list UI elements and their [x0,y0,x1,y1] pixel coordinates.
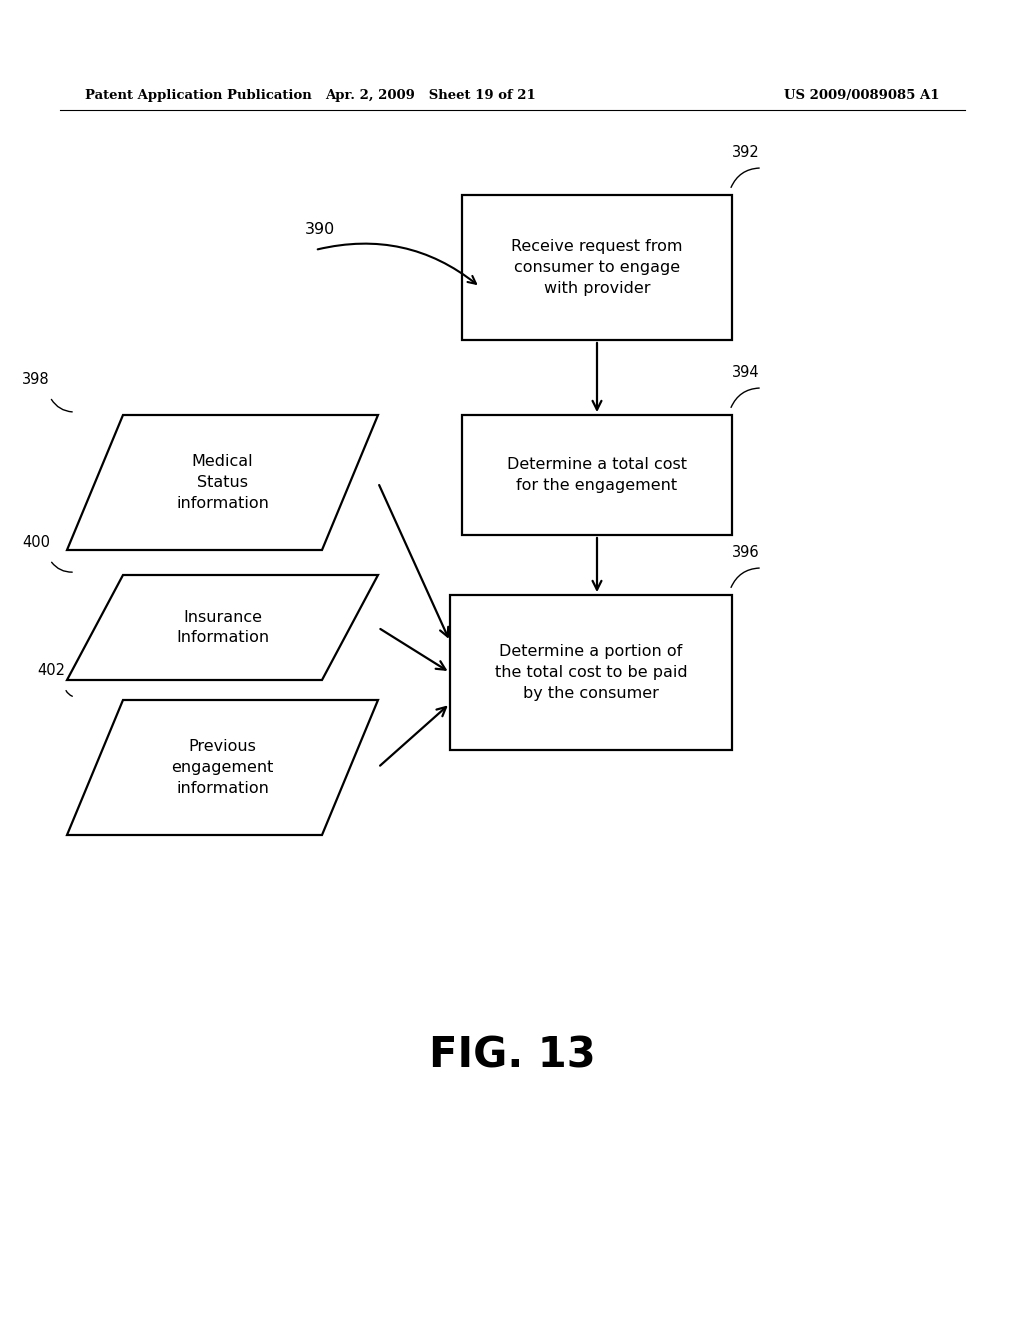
Text: 390: 390 [305,222,335,238]
Text: 400: 400 [22,535,50,550]
Text: 402: 402 [37,663,65,678]
Text: Determine a total cost
for the engagement: Determine a total cost for the engagemen… [507,457,687,492]
Text: Patent Application Publication: Patent Application Publication [85,88,311,102]
Polygon shape [67,576,378,680]
Bar [462,414,732,535]
Text: 394: 394 [732,366,760,380]
Text: Receive request from
consumer to engage
with provider: Receive request from consumer to engage … [511,239,683,296]
Bar [450,595,732,750]
Text: Medical
Status
information: Medical Status information [176,454,269,511]
Text: Insurance
Information: Insurance Information [176,610,269,645]
Text: US 2009/0089085 A1: US 2009/0089085 A1 [784,88,940,102]
Text: FIG. 13: FIG. 13 [429,1034,595,1076]
Text: Determine a portion of
the total cost to be paid
by the consumer: Determine a portion of the total cost to… [495,644,687,701]
Polygon shape [67,414,378,550]
Text: 396: 396 [732,545,760,560]
Polygon shape [67,700,378,836]
Text: 392: 392 [732,145,760,160]
Bar [462,195,732,341]
Text: Apr. 2, 2009   Sheet 19 of 21: Apr. 2, 2009 Sheet 19 of 21 [325,88,536,102]
Text: 398: 398 [22,372,49,387]
Text: Previous
engagement
information: Previous engagement information [171,739,273,796]
